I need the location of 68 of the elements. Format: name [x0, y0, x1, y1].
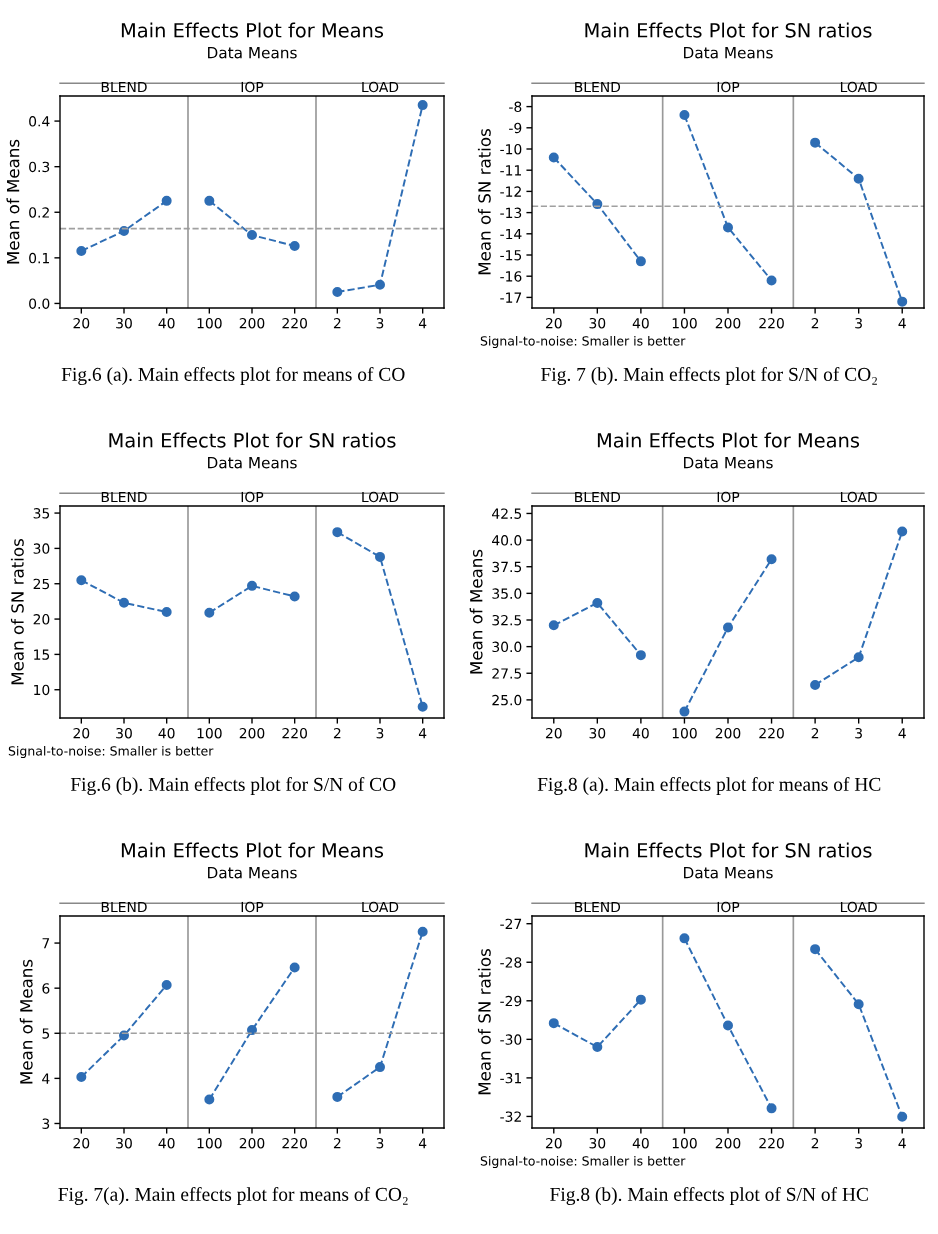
point [247, 230, 257, 241]
caption: Fig.6 (b). Main effects plot for S/N of CO [70, 777, 396, 795]
point [332, 1091, 343, 1102]
point [853, 173, 864, 184]
chart-title: Main Effects Plot for Means [121, 842, 384, 858]
point [204, 1094, 215, 1105]
y-axis-title: Mean of SN ratios [477, 949, 491, 1095]
chart-title: Main Effects Plot for Means [121, 22, 384, 38]
point [853, 652, 864, 663]
point [76, 1072, 87, 1083]
caption: Fig.8 (b). Main effects plot of S/N of HC [550, 1187, 868, 1205]
point [853, 999, 864, 1010]
point [417, 701, 428, 712]
point [810, 679, 821, 690]
point [723, 222, 733, 233]
point [679, 933, 690, 944]
point [76, 575, 87, 586]
point [289, 962, 300, 973]
chart-title: Main Effects Plot for SN ratios [585, 842, 872, 858]
point [161, 195, 172, 206]
point [247, 580, 257, 591]
point [897, 526, 908, 537]
caption: Fig.6 (a). Main effects plot for means of CO [61, 367, 405, 385]
point [766, 275, 777, 286]
point [635, 650, 646, 661]
point [417, 926, 428, 937]
y-axis-title: Mean of SN ratios [477, 129, 491, 275]
point [417, 100, 428, 111]
y-axis-title: Mean of SN ratios [10, 539, 24, 685]
point [289, 240, 300, 251]
y-axis-title: Mean of Means [469, 549, 483, 674]
caption: Fig. 7(a). Main effects plot for means of CO₂ [58, 1187, 408, 1205]
point [548, 1018, 559, 1029]
point [897, 1111, 908, 1122]
point [119, 597, 129, 608]
point [204, 195, 215, 206]
point [679, 706, 690, 717]
point [592, 597, 603, 608]
point [635, 256, 646, 267]
point [204, 607, 215, 618]
caption: Fig.8 (a). Main effects plot for means of HC [537, 777, 881, 795]
point [897, 296, 908, 307]
point [635, 994, 646, 1005]
point [76, 246, 87, 257]
point [332, 287, 343, 298]
chart-title: Main Effects Plot for SN ratios [585, 22, 872, 38]
point [723, 1020, 733, 1031]
point [375, 551, 385, 562]
caption: Fig. 7 (b). Main effects plot for S/N of CO₂ [541, 367, 877, 385]
point [592, 1042, 603, 1053]
point [810, 137, 821, 148]
point [548, 620, 559, 631]
point [161, 607, 172, 617]
point [723, 622, 733, 633]
y-axis-title: Mean of Means [6, 139, 20, 264]
point [679, 110, 690, 121]
point [766, 554, 777, 565]
point [375, 1062, 385, 1073]
point [289, 591, 300, 602]
chart-title: Main Effects Plot for Means [597, 432, 860, 448]
point [810, 944, 821, 955]
point [766, 1103, 777, 1114]
chart-title: Main Effects Plot for SN ratios [109, 432, 396, 448]
point [548, 152, 559, 163]
point [161, 980, 172, 991]
point [375, 279, 385, 290]
point [332, 527, 343, 538]
y-axis-title: Mean of Means [19, 959, 33, 1084]
